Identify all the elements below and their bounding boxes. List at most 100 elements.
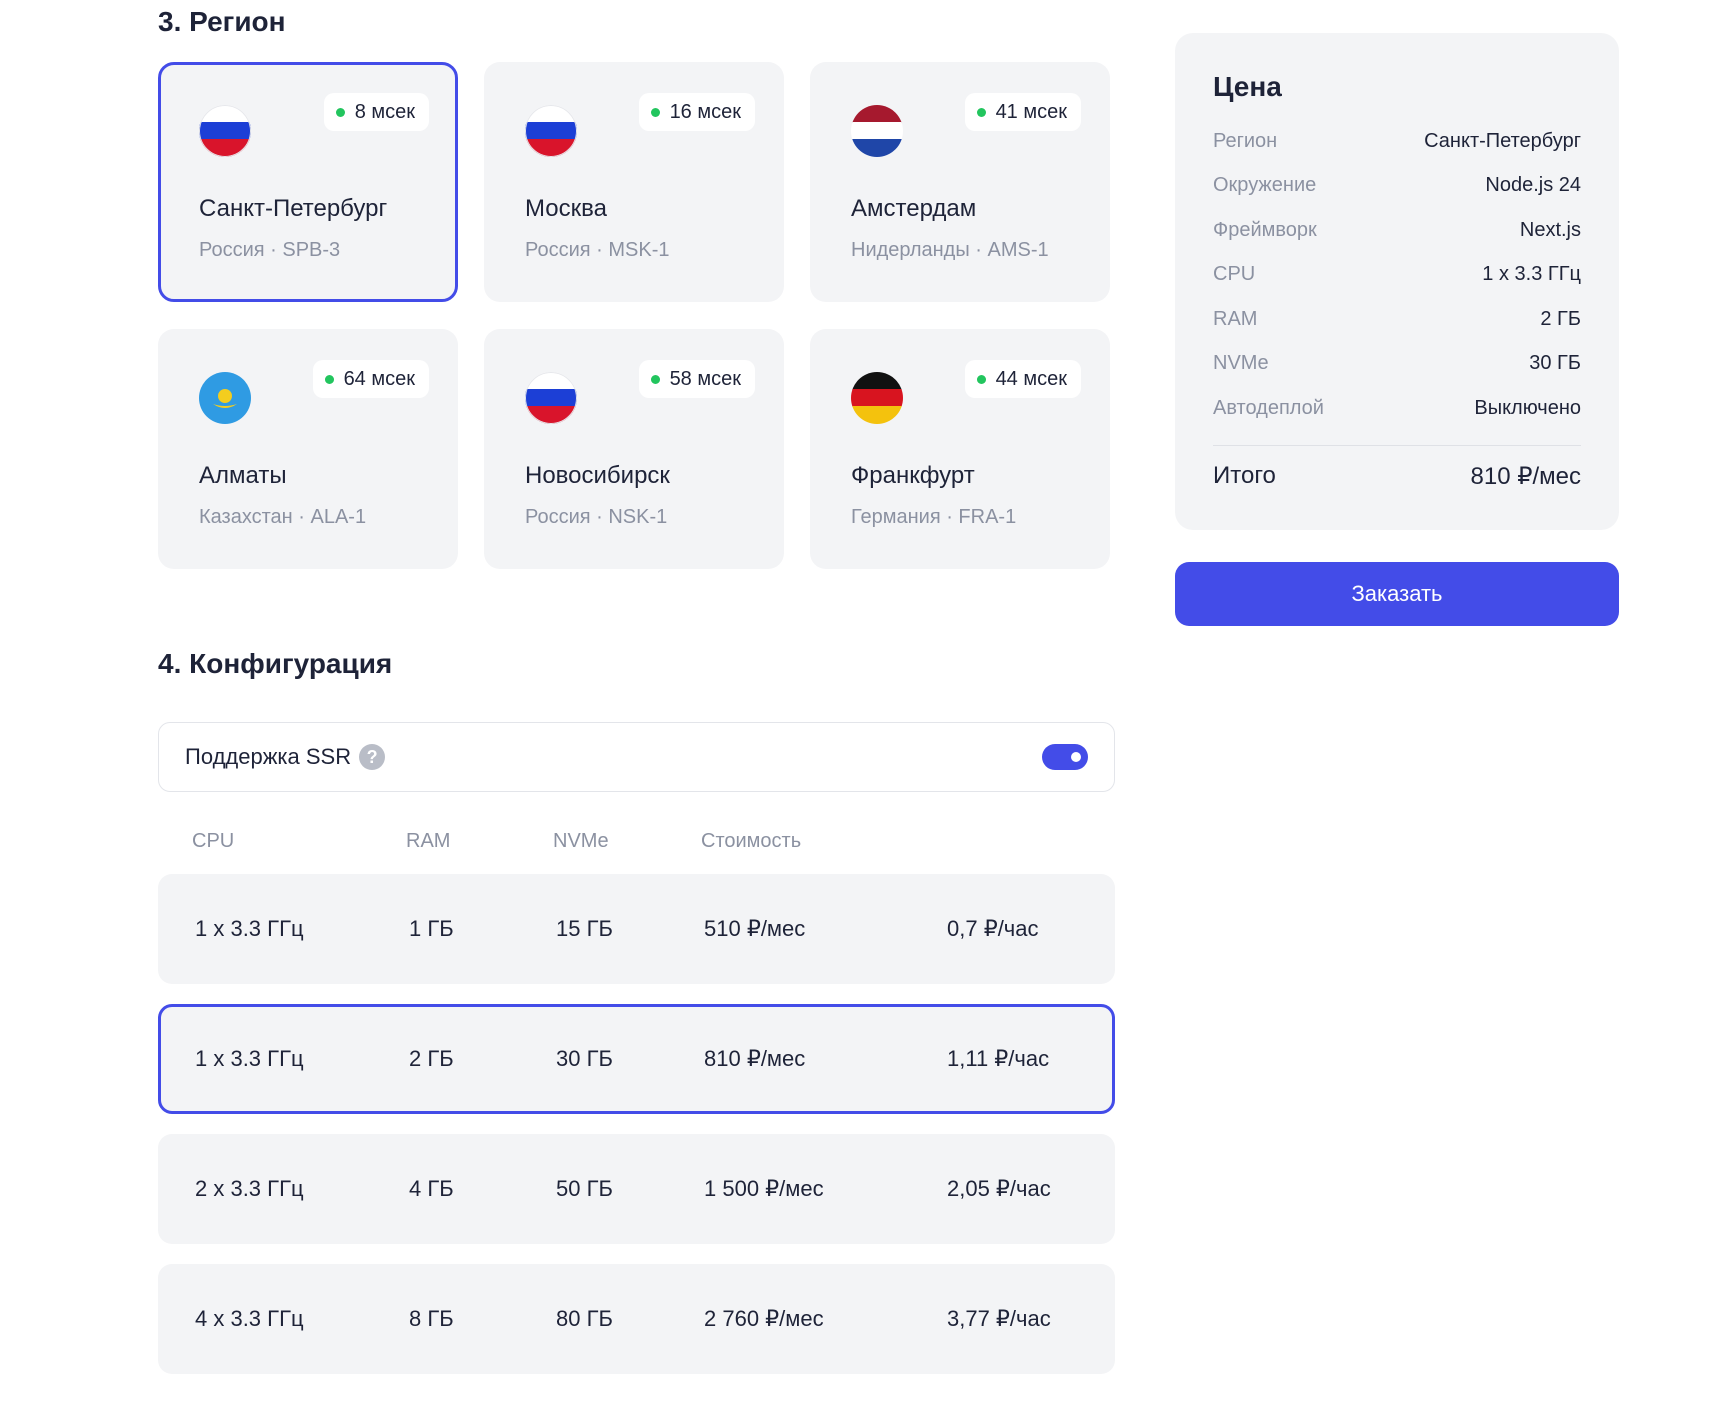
hourly-price-cell: 1,11 ₽/час: [947, 1046, 1050, 1071]
ram-cell: 8 ГБ: [409, 1306, 454, 1331]
price-line-environment: Окружение Node.js 24: [1213, 164, 1581, 209]
region-card-nsk[interactable]: 58 мсек Новосибирск Россия · NSK-1: [484, 329, 784, 569]
region-subtitle: Казахстан · ALA-1: [199, 506, 367, 528]
status-dot-icon: [976, 107, 986, 117]
cpu-cell: 2 x 3.3 ГГц: [195, 1176, 304, 1201]
latency-badge: 41 мсек: [964, 93, 1081, 131]
region-city: Москва: [525, 195, 607, 222]
cpu-cell: 1 x 3.3 ГГц: [195, 916, 304, 941]
hourly-price-cell: 3,77 ₽/час: [947, 1306, 1051, 1331]
config-section-title: 4. Конфигурация: [158, 648, 393, 679]
latency-value: 64 мсек: [343, 367, 415, 390]
latency-badge: 8 мсек: [323, 93, 429, 131]
price-line-label: NVMe: [1213, 352, 1269, 375]
price-line-ram: RAM 2 ГБ: [1213, 297, 1581, 342]
price-line-framework: Фреймворк Next.js: [1213, 208, 1581, 253]
region-city: Франкфурт: [851, 462, 975, 489]
region-subtitle: Россия · MSK-1: [525, 239, 670, 261]
header-cost: Стоимость: [701, 830, 802, 852]
divider: [1213, 444, 1581, 446]
nvme-cell: 30 ГБ: [556, 1046, 613, 1071]
price-line-label: Фреймворк: [1213, 218, 1317, 241]
monthly-price-cell: 1 500 ₽/мес: [704, 1176, 824, 1201]
germany-flag-icon: [851, 372, 903, 424]
config-row[interactable]: 1 x 3.3 ГГц 1 ГБ 15 ГБ 510 ₽/мес 0,7 ₽/ч…: [158, 874, 1115, 984]
cpu-cell: 4 x 3.3 ГГц: [195, 1306, 304, 1331]
region-grid: 8 мсек Санкт-Петербург Россия · SPB-3 16…: [158, 62, 1115, 569]
header-nvme: NVMe: [553, 830, 609, 852]
russia-flag-icon: [199, 105, 251, 157]
region-subtitle: Россия · SPB-3: [199, 239, 341, 261]
price-line-value: 2 ГБ: [1540, 307, 1581, 330]
region-card-ala[interactable]: 64 мсек Алматы Казахстан · ALA-1: [158, 329, 458, 569]
price-line-autodeploy: Автодеплой Выключено: [1213, 386, 1581, 431]
kazakhstan-flag-icon: [199, 372, 251, 424]
ssr-support-row: Поддержка SSR ?: [158, 722, 1115, 792]
ram-cell: 1 ГБ: [409, 916, 454, 941]
ssr-toggle[interactable]: [1042, 744, 1088, 770]
nvme-cell: 15 ГБ: [556, 916, 613, 941]
status-dot-icon: [650, 374, 660, 384]
order-button[interactable]: Заказать: [1175, 562, 1619, 626]
price-title: Цена: [1213, 71, 1282, 102]
netherlands-flag-icon: [851, 105, 903, 157]
price-line-nvme: NVMe 30 ГБ: [1213, 342, 1581, 387]
region-city: Алматы: [199, 462, 287, 489]
latency-value: 8 мсек: [354, 100, 415, 123]
config-row[interactable]: 4 x 3.3 ГГц 8 ГБ 80 ГБ 2 760 ₽/мес 3,77 …: [158, 1264, 1115, 1374]
config-table: 1 x 3.3 ГГц 1 ГБ 15 ГБ 510 ₽/мес 0,7 ₽/ч…: [158, 874, 1115, 1394]
latency-badge: 58 мсек: [638, 360, 755, 398]
region-city: Амстердам: [851, 195, 977, 222]
region-card-fra[interactable]: 44 мсек Франкфурт Германия · FRA-1: [810, 329, 1110, 569]
config-row[interactable]: 1 x 3.3 ГГц 2 ГБ 30 ГБ 810 ₽/мес 1,11 ₽/…: [158, 1004, 1115, 1114]
price-line-label: Регион: [1213, 129, 1278, 152]
nvme-cell: 50 ГБ: [556, 1176, 613, 1201]
price-line-value: Выключено: [1474, 396, 1581, 419]
help-icon[interactable]: ?: [359, 744, 386, 770]
hourly-price-cell: 2,05 ₽/час: [947, 1176, 1051, 1201]
status-dot-icon: [324, 374, 334, 384]
price-line-label: Окружение: [1213, 174, 1317, 197]
russia-flag-icon: [525, 372, 577, 424]
monthly-price-cell: 2 760 ₽/мес: [704, 1306, 824, 1331]
region-city: Новосибирск: [525, 462, 670, 489]
ssr-label: Поддержка SSR: [185, 744, 352, 769]
price-line-value: Node.js 24: [1485, 174, 1581, 197]
monthly-price-cell: 810 ₽/мес: [704, 1046, 806, 1071]
region-card-msk[interactable]: 16 мсек Москва Россия · MSK-1: [484, 62, 784, 302]
price-total: Итого 810 ₽/мес: [1213, 462, 1581, 491]
nvme-cell: 80 ГБ: [556, 1306, 613, 1331]
price-line-label: RAM: [1213, 307, 1258, 330]
hourly-price-cell: 0,7 ₽/час: [947, 916, 1039, 941]
total-value: 810 ₽/мес: [1470, 462, 1582, 490]
price-line-label: Автодеплой: [1213, 396, 1324, 419]
header-ram: RAM: [406, 830, 451, 852]
region-card-ams[interactable]: 41 мсек Амстердам Нидерланды · AMS-1: [810, 62, 1110, 302]
region-section-title: 3. Регион: [158, 6, 286, 37]
region-subtitle: Нидерланды · AMS-1: [851, 239, 1049, 261]
ram-cell: 2 ГБ: [409, 1046, 454, 1071]
status-dot-icon: [650, 107, 660, 117]
latency-value: 58 мсек: [669, 367, 741, 390]
russia-flag-icon: [525, 105, 577, 157]
latency-value: 44 мсек: [995, 367, 1067, 390]
latency-badge: 16 мсек: [638, 93, 755, 131]
cpu-cell: 1 x 3.3 ГГц: [195, 1046, 304, 1071]
header-cpu: CPU: [192, 830, 235, 852]
status-dot-icon: [976, 374, 986, 384]
price-summary-card: Цена Регион Санкт-Петербург Окружение Node…: [1175, 33, 1619, 530]
latency-badge: 44 мсек: [964, 360, 1081, 398]
config-row[interactable]: 2 x 3.3 ГГц 4 ГБ 50 ГБ 1 500 ₽/мес 2,05 …: [158, 1134, 1115, 1244]
region-card-spb[interactable]: 8 мсек Санкт-Петербург Россия · SPB-3: [158, 62, 458, 302]
ram-cell: 4 ГБ: [409, 1176, 454, 1201]
latency-value: 41 мсек: [995, 100, 1067, 123]
price-line-value: Санкт-Петербург: [1424, 129, 1581, 152]
price-line-value: Next.js: [1519, 218, 1581, 241]
price-line-cpu: CPU 1 x 3.3 ГГц: [1213, 253, 1581, 298]
status-dot-icon: [335, 107, 345, 117]
region-subtitle: Германия · FRA-1: [851, 506, 1017, 528]
total-label: Итого: [1213, 461, 1276, 489]
region-subtitle: Россия · NSK-1: [525, 506, 668, 528]
latency-value: 16 мсек: [669, 100, 741, 123]
price-line-value: 1 x 3.3 ГГц: [1482, 263, 1581, 286]
